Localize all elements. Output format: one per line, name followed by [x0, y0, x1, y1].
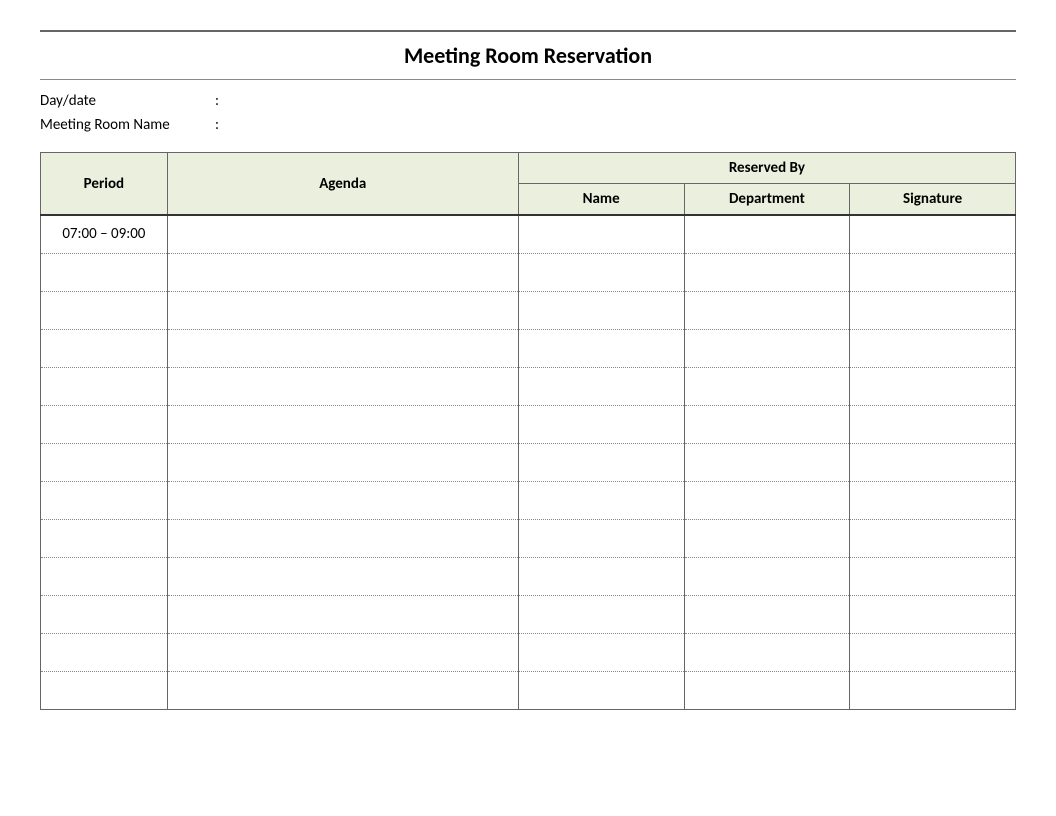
- cell-period: [41, 291, 168, 329]
- cell-agenda: [167, 557, 518, 595]
- cell-signature: [850, 443, 1016, 481]
- page-title: Meeting Room Reservation: [40, 42, 1016, 69]
- cell-name: [518, 253, 684, 291]
- table-row: [41, 367, 1016, 405]
- info-row-day-date: Day/date :: [40, 92, 1016, 110]
- day-date-value: [230, 92, 1016, 110]
- cell-agenda: [167, 405, 518, 443]
- cell-period: 07:00 – 09:00: [41, 215, 168, 253]
- table-row: [41, 633, 1016, 671]
- cell-name: [518, 557, 684, 595]
- cell-name: [518, 443, 684, 481]
- cell-signature: [850, 329, 1016, 367]
- cell-signature: [850, 671, 1016, 709]
- title-section: Meeting Room Reservation: [40, 30, 1016, 80]
- cell-signature: [850, 405, 1016, 443]
- table-row: [41, 443, 1016, 481]
- cell-agenda: [167, 519, 518, 557]
- cell-name: [518, 215, 684, 253]
- cell-agenda: [167, 595, 518, 633]
- cell-period: [41, 595, 168, 633]
- cell-period: [41, 557, 168, 595]
- cell-signature: [850, 215, 1016, 253]
- cell-period: [41, 443, 168, 481]
- info-colon: :: [215, 116, 230, 134]
- table-row: [41, 253, 1016, 291]
- cell-name: [518, 633, 684, 671]
- cell-department: [684, 367, 850, 405]
- header-reserved-by: Reserved By: [518, 153, 1015, 184]
- cell-department: [684, 443, 850, 481]
- room-name-label: Meeting Room Name: [40, 116, 215, 134]
- info-section: Day/date : Meeting Room Name :: [40, 92, 1016, 134]
- room-name-value: [230, 116, 1016, 134]
- table-body: 07:00 – 09:00: [41, 215, 1016, 709]
- cell-department: [684, 253, 850, 291]
- cell-period: [41, 367, 168, 405]
- header-signature: Signature: [850, 184, 1016, 216]
- cell-period: [41, 253, 168, 291]
- cell-name: [518, 329, 684, 367]
- cell-agenda: [167, 481, 518, 519]
- cell-agenda: [167, 367, 518, 405]
- cell-department: [684, 291, 850, 329]
- table-row: [41, 557, 1016, 595]
- cell-agenda: [167, 253, 518, 291]
- cell-name: [518, 405, 684, 443]
- cell-period: [41, 633, 168, 671]
- cell-department: [684, 329, 850, 367]
- header-department: Department: [684, 184, 850, 216]
- cell-signature: [850, 253, 1016, 291]
- cell-name: [518, 671, 684, 709]
- cell-signature: [850, 633, 1016, 671]
- info-row-room-name: Meeting Room Name :: [40, 116, 1016, 134]
- cell-name: [518, 519, 684, 557]
- cell-department: [684, 671, 850, 709]
- header-agenda: Agenda: [167, 153, 518, 216]
- cell-name: [518, 367, 684, 405]
- header-name: Name: [518, 184, 684, 216]
- cell-signature: [850, 595, 1016, 633]
- cell-agenda: [167, 291, 518, 329]
- cell-name: [518, 481, 684, 519]
- cell-signature: [850, 481, 1016, 519]
- cell-agenda: [167, 329, 518, 367]
- table-row: [41, 291, 1016, 329]
- reservation-table: Period Agenda Reserved By Name Departmen…: [40, 152, 1016, 710]
- cell-department: [684, 633, 850, 671]
- cell-signature: [850, 367, 1016, 405]
- cell-agenda: [167, 443, 518, 481]
- cell-period: [41, 405, 168, 443]
- table-row: [41, 671, 1016, 709]
- cell-department: [684, 519, 850, 557]
- cell-department: [684, 405, 850, 443]
- cell-agenda: [167, 633, 518, 671]
- cell-department: [684, 215, 850, 253]
- cell-agenda: [167, 671, 518, 709]
- table-row: [41, 329, 1016, 367]
- cell-signature: [850, 291, 1016, 329]
- cell-period: [41, 329, 168, 367]
- cell-agenda: [167, 215, 518, 253]
- cell-signature: [850, 519, 1016, 557]
- table-row: [41, 405, 1016, 443]
- table-row: [41, 595, 1016, 633]
- table-row: [41, 481, 1016, 519]
- cell-name: [518, 595, 684, 633]
- table-header: Period Agenda Reserved By Name Departmen…: [41, 153, 1016, 216]
- cell-name: [518, 291, 684, 329]
- table-row: 07:00 – 09:00: [41, 215, 1016, 253]
- info-colon: :: [215, 92, 230, 110]
- cell-department: [684, 481, 850, 519]
- cell-period: [41, 481, 168, 519]
- cell-signature: [850, 557, 1016, 595]
- cell-period: [41, 671, 168, 709]
- cell-department: [684, 595, 850, 633]
- day-date-label: Day/date: [40, 92, 215, 110]
- table-row: [41, 519, 1016, 557]
- cell-department: [684, 557, 850, 595]
- cell-period: [41, 519, 168, 557]
- header-period: Period: [41, 153, 168, 216]
